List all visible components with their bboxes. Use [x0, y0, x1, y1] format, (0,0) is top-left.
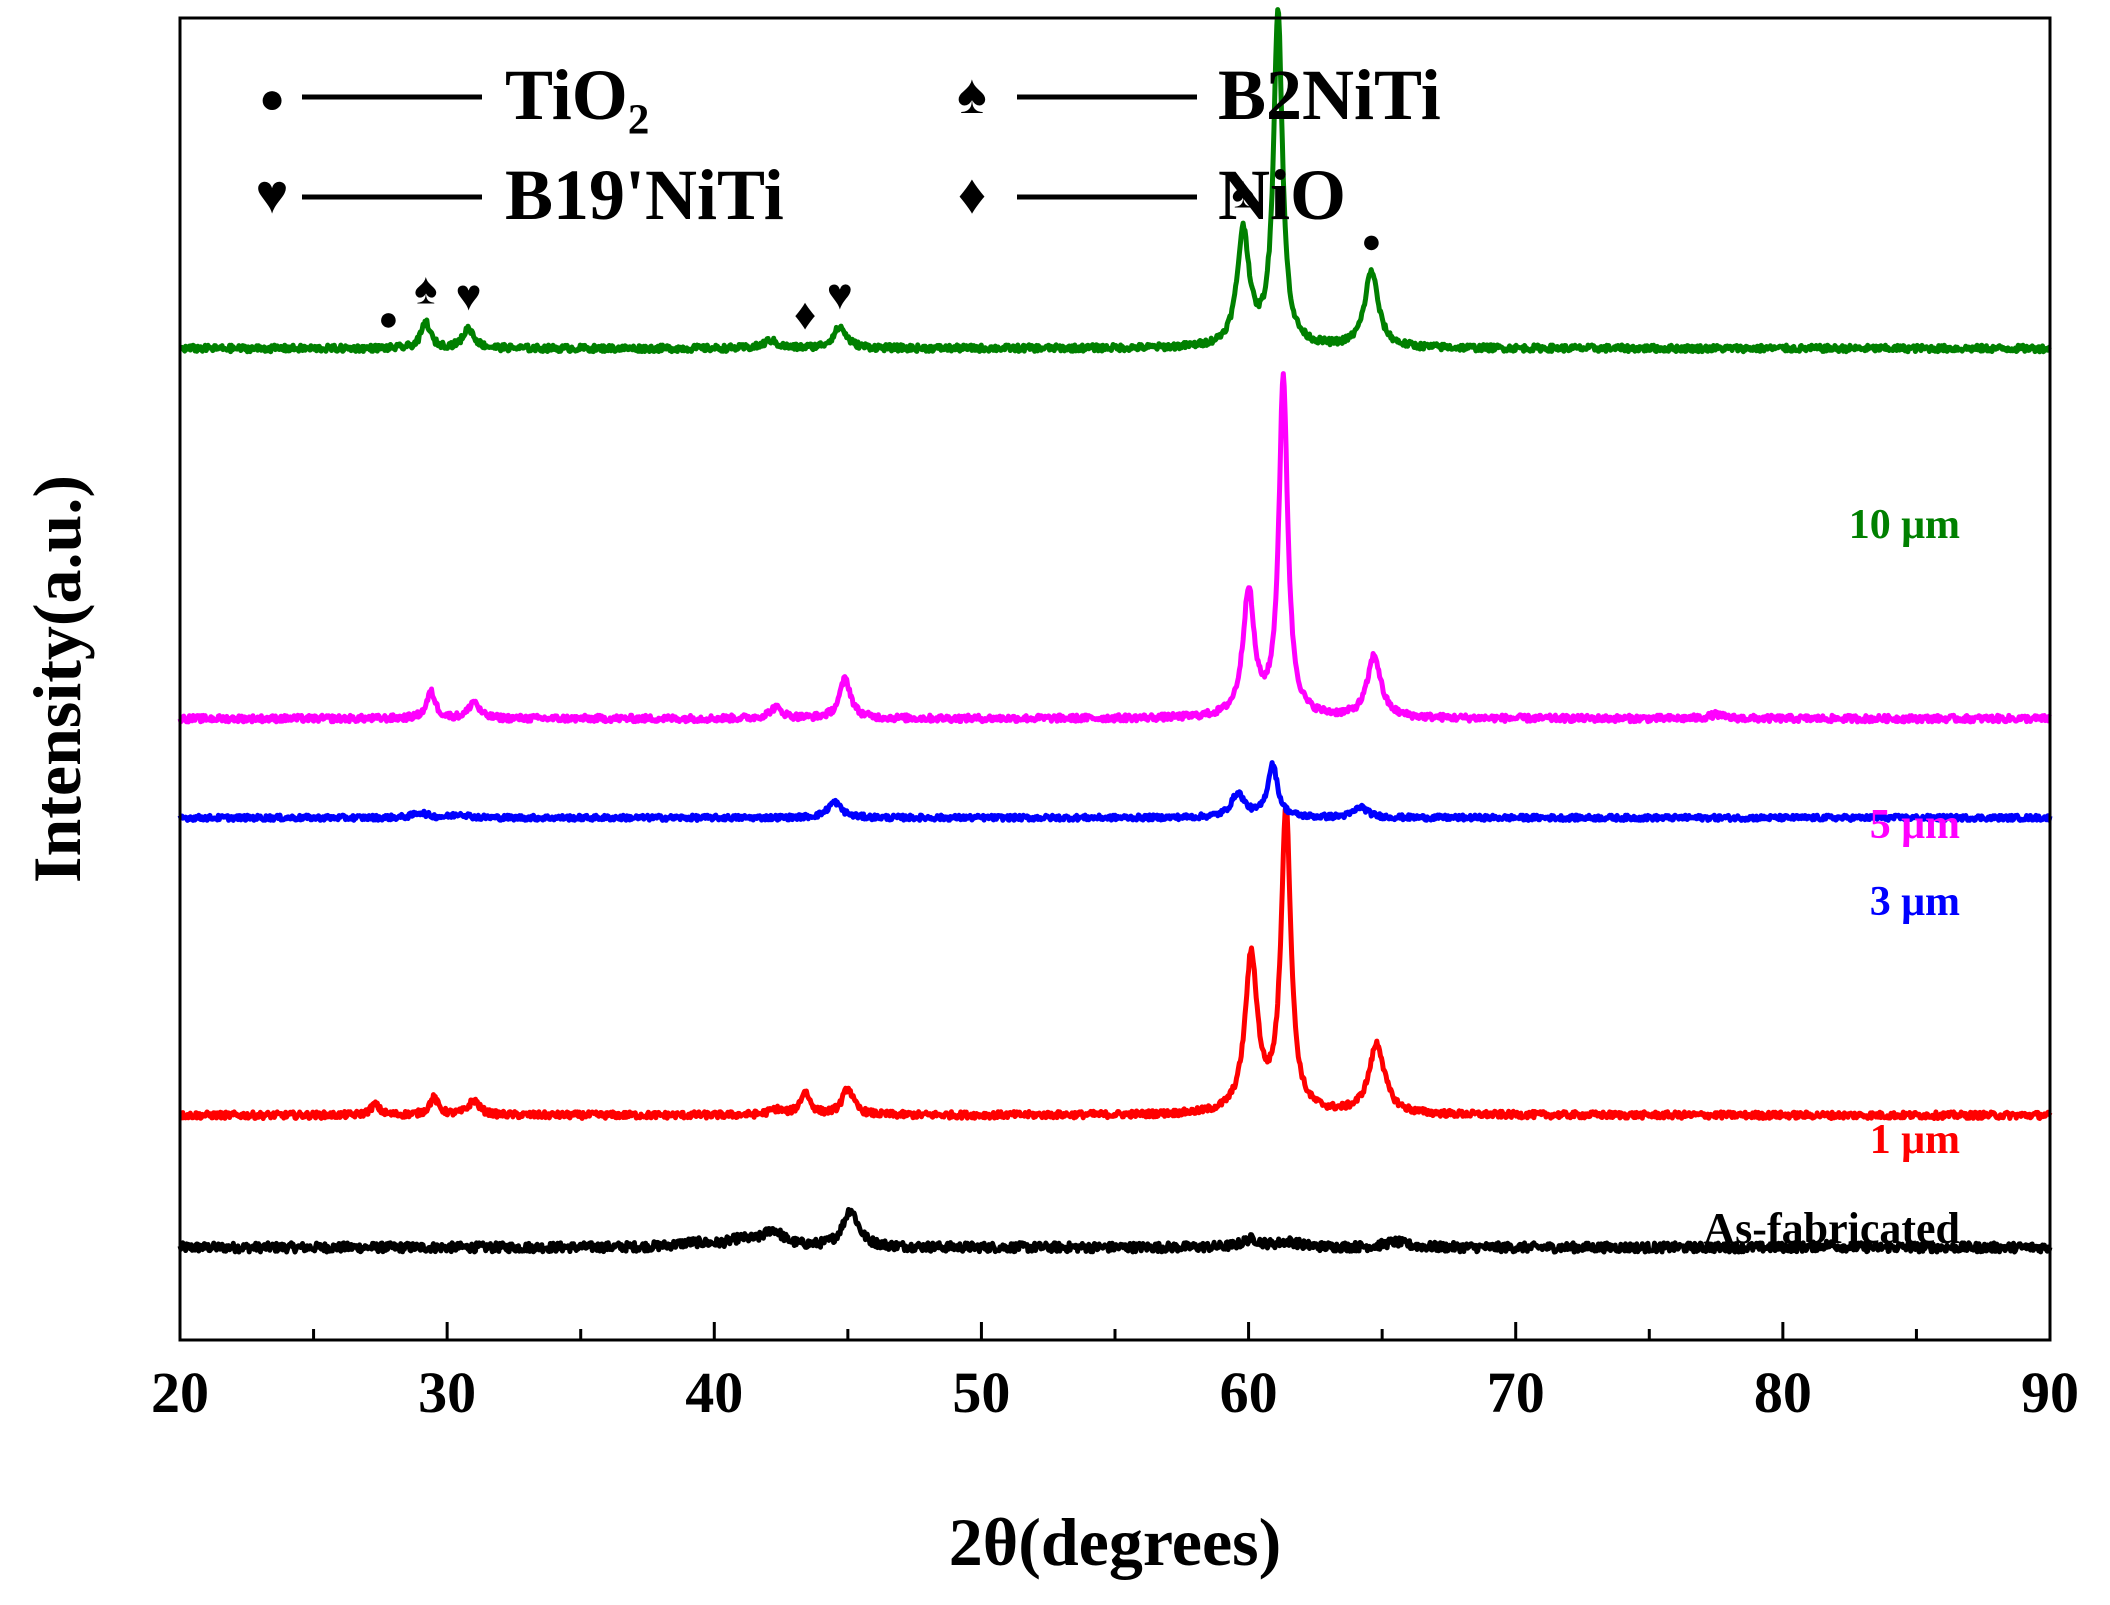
plot-frame — [178, 16, 2052, 1342]
x-tick-label: 90 — [2021, 1360, 2079, 1425]
legend-marker-nio: ♦ — [958, 164, 987, 226]
peak-annotation: ♥ — [1265, 0, 1291, 1]
x-tick-label: 50 — [952, 1360, 1010, 1425]
peak-annotation: ♠ — [1232, 168, 1255, 217]
x-tick-label: 80 — [1754, 1360, 1812, 1425]
peak-annotation: ● — [1361, 223, 1382, 260]
peak-annotation: ♠ — [414, 265, 437, 314]
legend-label-nio: NiO — [1218, 155, 1346, 235]
legend: ● TiO₂ ♠ B2NiTi ♥ B19'NiTi ♦ NiO — [255, 55, 1440, 235]
series-label-1-m: 1 μm — [1870, 1117, 1960, 1163]
legend-marker-b19-niti: ♥ — [255, 164, 288, 226]
legend-marker-b2niti: ♠ — [957, 64, 987, 126]
legend-marker-tio: ● — [259, 74, 286, 123]
series-line-10-m — [178, 7, 2052, 355]
series-line-5-m — [177, 371, 2052, 725]
legend-label-b2niti: B2NiTi — [1218, 55, 1441, 135]
x-axis-label: 2θ(degrees) — [949, 1504, 1282, 1580]
legend-label-b19-niti: B19'NiTi — [505, 155, 784, 235]
x-tick-label: 30 — [418, 1360, 476, 1425]
series-label-as-fabricated: As-fabricated — [1703, 1204, 1960, 1253]
plot-lines — [177, 7, 2053, 1255]
series-label-3-m: 3 μm — [1870, 879, 1960, 925]
x-axis-ticks — [178, 1322, 2052, 1340]
series-labels: As-fabricated 1 μm 3 μm 5 μm 10 μm — [1703, 502, 1960, 1253]
series-line-1-m — [178, 804, 2053, 1121]
legend-label-tio: TiO₂ — [505, 55, 649, 135]
series-line-as-fabricated — [177, 1207, 2053, 1255]
peak-annotation: ♦ — [794, 290, 816, 339]
peak-annotation: ♥ — [827, 270, 853, 319]
peak-annotations: ●♠♥♦♥♠♥● — [378, 0, 1382, 339]
x-tick-label: 40 — [685, 1360, 743, 1425]
series-label-5-m: 5 μm — [1870, 802, 1960, 848]
peak-annotation: ♥ — [455, 271, 481, 320]
series-line-3-m — [177, 760, 2053, 823]
x-tick-label: 70 — [1487, 1360, 1545, 1425]
y-axis-label: Intensity(a.u.) — [19, 475, 95, 883]
peak-annotation: ● — [378, 301, 399, 338]
x-tick-label: 60 — [1220, 1360, 1278, 1425]
x-tick-label: 20 — [151, 1360, 209, 1425]
series-label-10-m: 10 μm — [1849, 502, 1960, 548]
x-axis-tick-labels: 20 30 40 50 60 70 80 90 — [151, 1360, 2079, 1425]
